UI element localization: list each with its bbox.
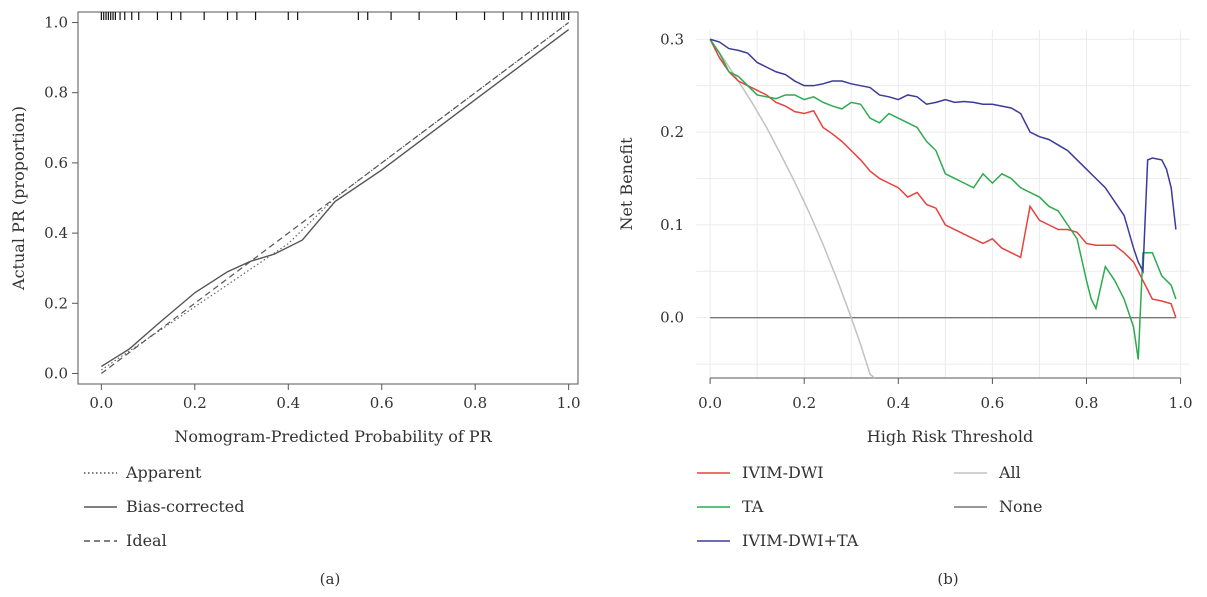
legend-ideal-label: Ideal: [126, 531, 167, 550]
y-tick-label: 0.2: [44, 294, 68, 312]
calibration-x-axis-label: Nomogram-Predicted Probability of PR: [174, 427, 492, 446]
legend-ta-label: TA: [742, 497, 764, 516]
series-ta-line: [709, 38, 1177, 360]
decision-curve-grid: [696, 30, 1190, 378]
calibration-legend: Apparent Bias-corrected Ideal: [84, 463, 245, 550]
x-tick-label: 0.6: [370, 394, 394, 412]
y-tick-label: 0.6: [44, 154, 68, 172]
x-tick-label: 0.8: [1075, 394, 1099, 412]
x-tick-label: 0.4: [886, 394, 910, 412]
series-ideal-line: [101, 22, 570, 374]
series-all-line: [709, 38, 876, 379]
decision-curve-panel: 0.0 0.2 0.4 0.6 0.8 1.0 0.0 0.1 0.2 0.3 High Ris…: [617, 30, 1193, 588]
x-tick-label: 0.0: [698, 394, 722, 412]
y-tick-label: 0.0: [660, 309, 684, 327]
x-tick-label: 0.2: [792, 394, 816, 412]
series-apparent-line: [101, 22, 570, 371]
y-tick-label: 0.8: [44, 84, 68, 102]
calibration-plot-panel: 0.0 0.2 0.4 0.6 0.8 1.0 0.0 0.2 0.4 0.6 0.8 1.0 No…: [9, 11, 581, 588]
x-tick-label: 1.0: [557, 394, 581, 412]
rug-ticks: [100, 12, 570, 20]
panel-a-label: (a): [320, 570, 341, 588]
legend-all-label: All: [998, 463, 1021, 482]
x-tick-label: 0.2: [183, 394, 207, 412]
y-tick-label: 0.0: [44, 364, 68, 382]
series-bias-corrected-line: [100, 28, 570, 368]
decision-curve-y-axis-label: Net Benefit: [617, 137, 636, 231]
calibration-plot-frame: [77, 11, 579, 385]
y-tick-label: 0.1: [660, 216, 684, 234]
series-ivim-dwi-line: [709, 38, 1177, 318]
legend-ivim-dwi-label: IVIM-DWI: [742, 463, 824, 482]
legend-none-label: None: [999, 497, 1042, 516]
x-tick-label: 0.8: [463, 394, 487, 412]
y-tick-label: 0.4: [44, 224, 68, 242]
series-ivim-dwi-ta-line: [709, 38, 1177, 275]
decision-curve-x-axis-label: High Risk Threshold: [867, 427, 1033, 446]
legend-bias-corrected-label: Bias-corrected: [126, 497, 245, 516]
y-tick-label: 0.3: [660, 30, 684, 48]
y-tick-label: 0.2: [660, 123, 684, 141]
x-tick-label: 1.0: [1169, 394, 1193, 412]
x-tick-label: 0.0: [89, 394, 113, 412]
panel-b-label: (b): [937, 570, 958, 588]
legend-apparent-label: Apparent: [125, 463, 202, 482]
x-tick-label: 0.6: [980, 394, 1004, 412]
legend-ivim-dwi-ta-label: IVIM-DWI+TA: [742, 531, 859, 550]
decision-curve-legend: IVIM-DWI TA IVIM-DWI+TA All None: [697, 463, 1042, 550]
y-tick-label: 1.0: [44, 14, 68, 32]
x-tick-label: 0.4: [276, 394, 300, 412]
calibration-y-axis-label: Actual PR (proportion): [9, 106, 28, 291]
